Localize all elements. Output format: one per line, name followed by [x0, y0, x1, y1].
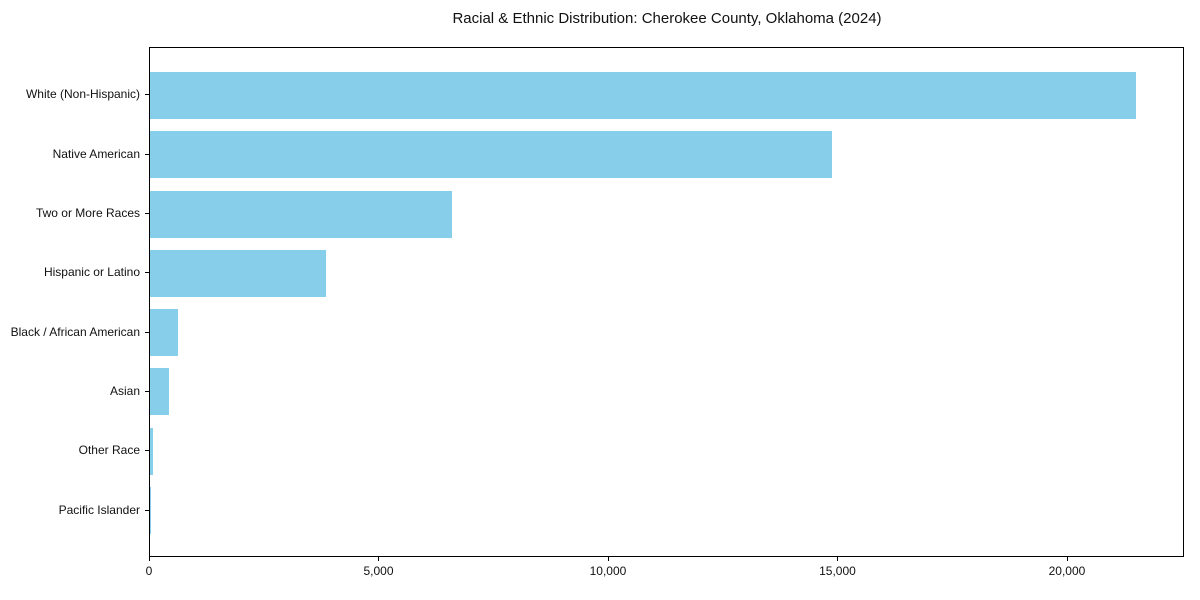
x-tick-mark [837, 557, 839, 561]
y-tick-mark [145, 390, 149, 392]
y-tick-label: Hispanic or Latino [43, 265, 140, 280]
y-tick-label: Two or More Races [35, 206, 140, 221]
y-tick-label: Other Race [78, 443, 140, 458]
y-tick-mark [145, 213, 149, 215]
bar-native-american [150, 131, 833, 179]
y-tick-mark [145, 509, 149, 511]
bar-other-race [150, 427, 153, 475]
x-tick-label: 20,000 [1048, 564, 1086, 578]
y-tick-label: Native American [52, 146, 140, 161]
x-tick-label: 10,000 [589, 564, 627, 578]
x-tick-mark [1066, 557, 1068, 561]
y-tick-mark [145, 450, 149, 452]
bar-black-african-american [150, 309, 178, 357]
bar-two-or-more-races [150, 190, 452, 238]
plot-area [149, 47, 1184, 557]
x-tick-label: 15,000 [819, 564, 856, 578]
bar-white-non-hispanic [150, 71, 1136, 119]
y-tick-mark [145, 272, 149, 274]
chart-title: Racial & Ethnic Distribution: Cherokee C… [452, 10, 882, 27]
x-tick-mark [607, 557, 609, 561]
x-tick-mark [149, 557, 150, 561]
y-tick-label: Asian [109, 383, 140, 398]
y-tick-label: Black / African American [10, 324, 140, 339]
y-tick-mark [145, 94, 149, 96]
x-tick-label: 5,000 [363, 564, 394, 578]
bar-hispanic-or-latino [150, 249, 326, 297]
x-tick-label: 0 [145, 564, 153, 578]
y-tick-mark [145, 153, 149, 155]
bar-asian [150, 368, 170, 416]
y-tick-mark [145, 331, 149, 333]
bar-pacific-islander [150, 487, 151, 535]
y-tick-label: Pacific Islander [58, 502, 140, 517]
x-tick-mark [378, 557, 380, 561]
y-tick-label: White (Non-Hispanic) [25, 87, 140, 102]
